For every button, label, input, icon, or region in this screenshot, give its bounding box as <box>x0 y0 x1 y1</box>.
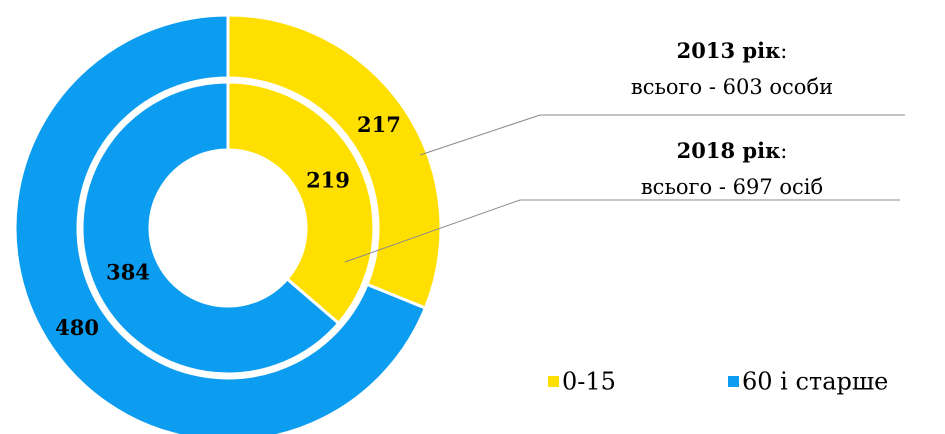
donut: 217 480 219 384 <box>13 13 443 434</box>
data-label: 480 <box>55 315 99 340</box>
leader-line <box>419 114 905 156</box>
annotation-sep: : <box>780 39 787 63</box>
legend-swatch <box>548 376 559 387</box>
donut-slice <box>13 13 428 434</box>
data-label: 217 <box>357 112 401 137</box>
leader-line <box>344 199 900 263</box>
data-label: 384 <box>106 259 150 284</box>
donut-slice <box>226 80 376 326</box>
legend-swatch <box>728 376 739 387</box>
annotation-title: 2013 рік: <box>677 38 788 63</box>
annotation-total: всього - 697 осіб <box>641 175 823 199</box>
legend-label: 60 і старше <box>742 368 888 396</box>
annotation-sep: : <box>780 139 787 163</box>
donut-slice <box>226 13 443 311</box>
donut-slice <box>80 80 341 376</box>
annotation-total: всього - 603 особи <box>631 75 833 99</box>
data-label: 219 <box>306 168 350 193</box>
annotation-year: 2013 рік <box>677 38 781 63</box>
annotation-year: 2018 рік <box>677 138 781 163</box>
annotation-title: 2018 рік: <box>677 138 788 163</box>
legend-label: 0-15 <box>562 368 616 396</box>
